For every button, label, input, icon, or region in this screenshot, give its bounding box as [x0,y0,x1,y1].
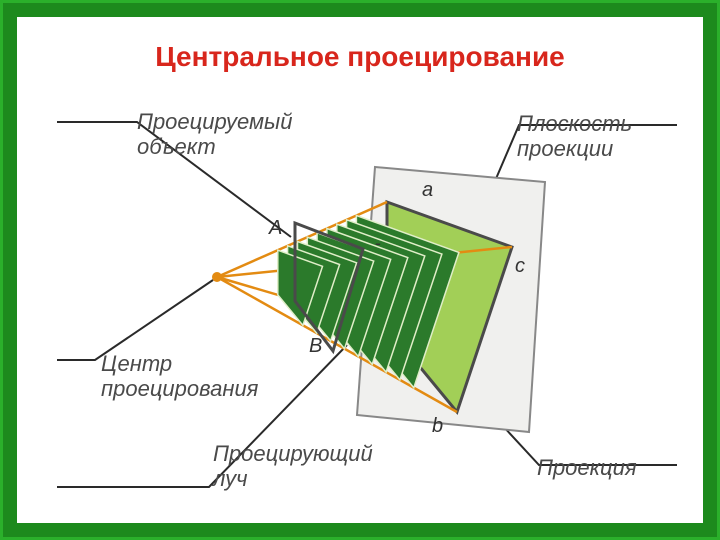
label-b: b [432,415,443,438]
slide-inner: Центральное проецирование Проецируемый о… [17,17,703,523]
label-proj: Проекция [537,455,637,480]
label-c: с [515,255,525,278]
label-center: Центр проецирования [101,351,258,402]
label-a: a [422,179,433,202]
slide-outer: Центральное проецирование Проецируемый о… [0,0,720,540]
label-ray: Проецирующий луч [213,441,373,492]
label-plane: Плоскость проекции [517,111,632,162]
label-A: А [269,217,282,240]
label-object: Проецируемый объект [137,109,292,160]
label-dash: - [375,233,381,254]
label-B: В [309,335,322,358]
